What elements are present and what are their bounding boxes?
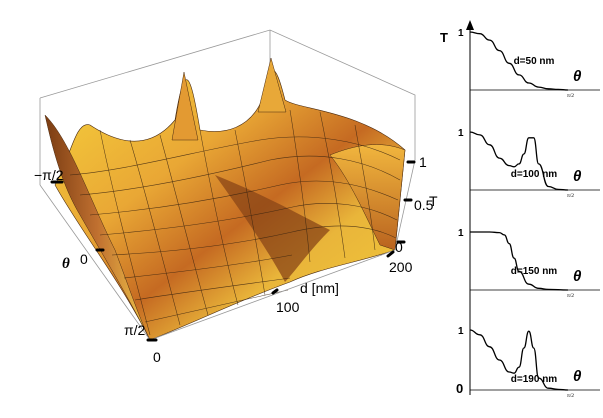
- panel-tick-1: 1: [458, 326, 464, 337]
- panel-x-end-tick: π/2: [567, 193, 574, 199]
- panel-x-end-tick: π/2: [567, 393, 574, 399]
- surface-peak-2: [257, 57, 287, 113]
- panel-theta-label: θ: [573, 168, 582, 185]
- t-tick-label-0: 0: [395, 239, 403, 255]
- surface-body: [54, 69, 406, 341]
- d-tick-100: [271, 288, 279, 295]
- t-tick-label-05: 0.5: [414, 197, 434, 213]
- theta-tick-label-min: −π/2: [34, 167, 64, 183]
- panel-curve: [469, 329, 569, 391]
- t-axis-title: T: [429, 193, 438, 209]
- surface-plot: −π/2 θ 0 π/2 0 100 d [nm] 200 0 0.5 T 1: [34, 29, 438, 365]
- theta-tick-label-max: π/2: [124, 322, 146, 338]
- theta-axis-title: θ: [62, 256, 70, 272]
- mesh-line: [99, 129, 151, 336]
- panel-x-end-tick: π/2: [567, 293, 574, 299]
- mesh-line: [99, 203, 398, 236]
- panel-label: d=150 nm: [511, 266, 558, 277]
- panel-tick-1: 1: [458, 228, 464, 239]
- d-tick-label-200: 200: [389, 259, 413, 275]
- t-axis-labels: 0 0.5 T 1: [395, 154, 438, 255]
- box-front: [39, 159, 416, 341]
- axis-ticks: [50, 160, 416, 342]
- d-axis-labels: 100 d [nm] 200: [276, 259, 413, 315]
- panel-curve: [469, 31, 569, 91]
- panel-tick-1: 1: [458, 28, 464, 39]
- surface-mesh: [69, 109, 401, 336]
- panel-label: d=100 nm: [511, 169, 558, 180]
- d-tick-label-100: 100: [276, 299, 300, 315]
- mesh-line: [129, 139, 181, 326]
- theta-tick-label-0: 0: [80, 251, 88, 267]
- box-front-edges: [39, 159, 416, 341]
- mesh-line: [89, 180, 399, 216]
- box-back-edges: [39, 29, 416, 160]
- panel-curve: [469, 231, 569, 291]
- panel-label: d=50 nm: [514, 56, 555, 67]
- mesh-line: [319, 111, 346, 259]
- panel-theta-label: θ: [573, 268, 582, 285]
- panel-x-end-tick: π/2: [567, 93, 574, 99]
- panels-group: 1 d=50 nm θ π/2 1 d=100 nm θ π/2 1 d=150 nm θ π/2 1 d…: [458, 28, 600, 399]
- d-axis-title: d [nm]: [300, 280, 339, 296]
- panel-curve: [469, 131, 569, 191]
- mesh-line: [134, 277, 291, 301]
- mesh-line: [354, 124, 376, 251]
- theta-axis-labels: −π/2 θ 0 π/2 0: [34, 167, 161, 365]
- d-tick-label-0: 0: [153, 349, 161, 365]
- mesh-line: [144, 289, 289, 323]
- panel-y-tick-0: 0: [456, 381, 463, 396]
- mesh-line: [289, 109, 311, 263]
- mesh-line: [234, 129, 266, 296]
- panel-theta-label: θ: [573, 368, 582, 385]
- mesh-line: [111, 225, 397, 256]
- surface-peak-1: [171, 71, 199, 141]
- line-panels: T 0 1 d=50 nm θ π/2 1 d=100 nm θ π/2 1 d=150 nm θ π…: [440, 20, 600, 399]
- mesh-line: [123, 254, 293, 279]
- panel-tick-1: 1: [458, 128, 464, 139]
- panel-y-label: T: [440, 30, 448, 45]
- surface-valley: [215, 175, 330, 282]
- mesh-line: [199, 129, 239, 306]
- panel-theta-label: θ: [573, 68, 582, 85]
- y-axis-arrow-icon: [466, 20, 474, 30]
- t-tick-label-1: 1: [419, 154, 427, 170]
- panel-label: d=190 nm: [511, 374, 558, 385]
- d-tick-200: [386, 250, 395, 258]
- mesh-line: [159, 134, 209, 316]
